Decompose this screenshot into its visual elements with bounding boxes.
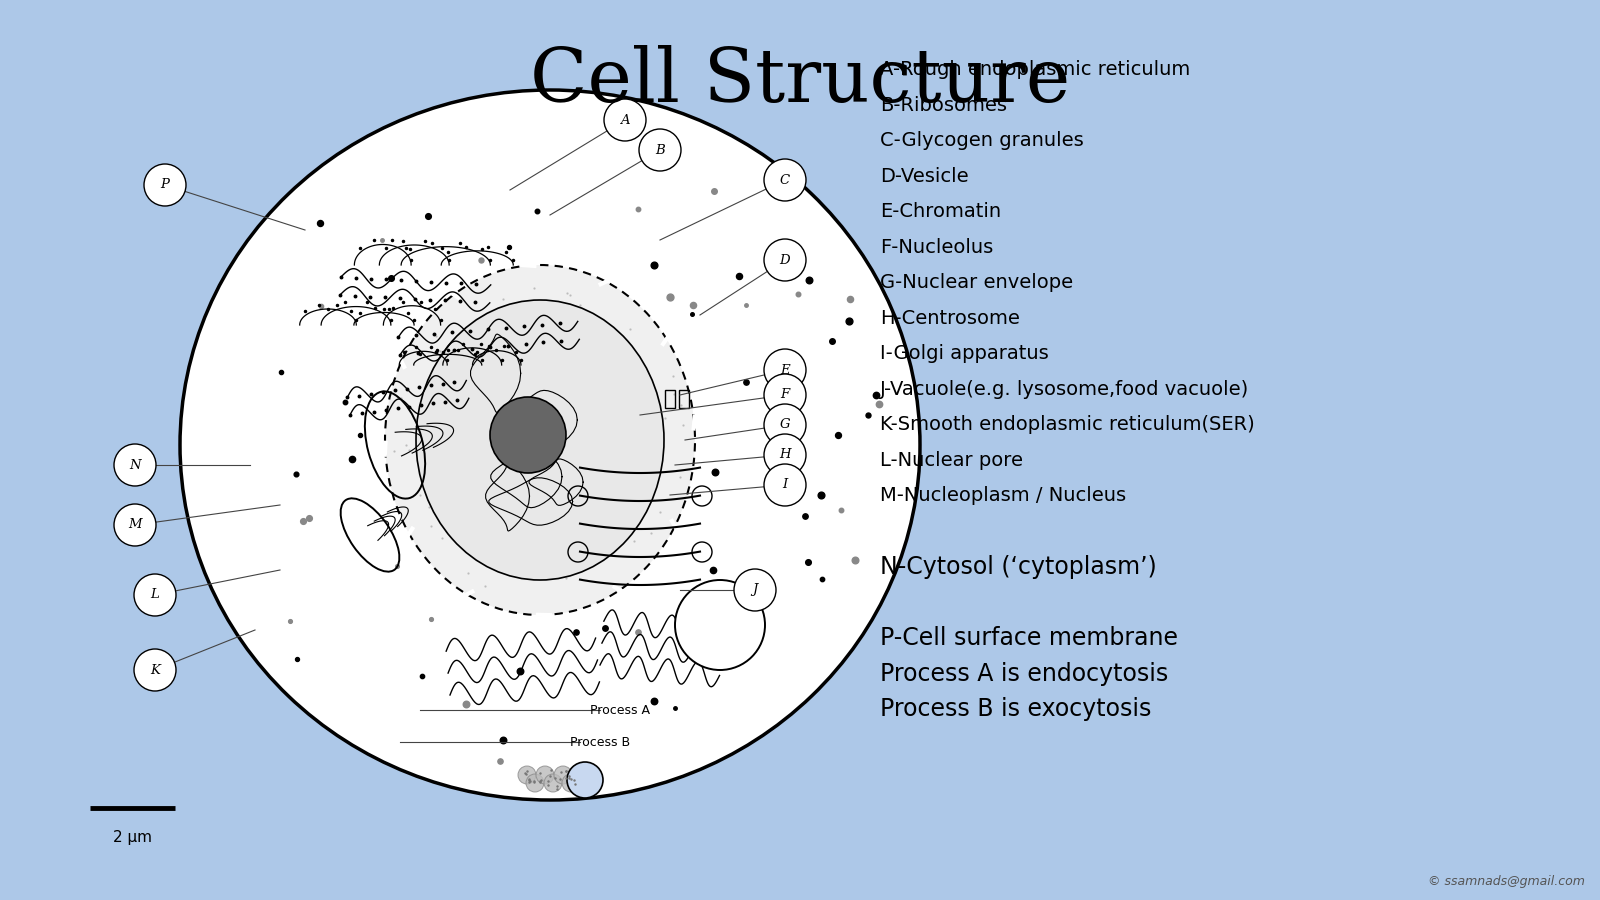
Circle shape	[765, 349, 806, 391]
Circle shape	[675, 580, 765, 670]
Text: Cell Structure: Cell Structure	[530, 45, 1070, 118]
Text: G-Nuclear envelope: G-Nuclear envelope	[880, 274, 1074, 292]
Text: J-Vacuole(e.g. lysosome,food vacuole): J-Vacuole(e.g. lysosome,food vacuole)	[880, 380, 1250, 399]
Text: N: N	[130, 458, 141, 472]
Circle shape	[765, 239, 806, 281]
Text: E: E	[781, 364, 790, 376]
Circle shape	[114, 504, 157, 546]
Text: Process A: Process A	[590, 704, 650, 716]
Circle shape	[144, 164, 186, 206]
Text: A: A	[621, 113, 630, 127]
Circle shape	[734, 569, 776, 611]
Ellipse shape	[179, 90, 920, 800]
Circle shape	[566, 762, 603, 798]
Text: M-Nucleoplasm / Nucleus: M-Nucleoplasm / Nucleus	[880, 487, 1126, 506]
Text: L: L	[150, 589, 160, 601]
Circle shape	[765, 464, 806, 506]
Circle shape	[526, 774, 544, 792]
Text: P-Cell surface membrane: P-Cell surface membrane	[880, 626, 1178, 650]
Bar	[678, 390, 690, 408]
Circle shape	[765, 374, 806, 416]
Ellipse shape	[386, 265, 694, 615]
Text: B: B	[654, 143, 666, 157]
Circle shape	[544, 774, 562, 792]
Text: F: F	[781, 389, 790, 401]
Text: K: K	[150, 663, 160, 677]
Circle shape	[605, 99, 646, 141]
Circle shape	[536, 766, 554, 784]
Text: Process B is exocytosis: Process B is exocytosis	[880, 697, 1152, 721]
Circle shape	[518, 766, 536, 784]
Text: Process A is endocytosis: Process A is endocytosis	[880, 662, 1168, 686]
Circle shape	[134, 574, 176, 616]
Text: C-Glycogen granules: C-Glycogen granules	[880, 131, 1083, 150]
Text: P: P	[160, 178, 170, 192]
Text: 2 μm: 2 μm	[114, 830, 152, 845]
Text: Process B: Process B	[570, 735, 630, 749]
Text: B-Ribosomes: B-Ribosomes	[880, 96, 1006, 115]
Circle shape	[765, 434, 806, 476]
Circle shape	[114, 444, 157, 486]
Text: H: H	[779, 448, 790, 462]
Circle shape	[134, 649, 176, 691]
Text: D-Vesicle: D-Vesicle	[880, 167, 968, 186]
Text: E-Chromatin: E-Chromatin	[880, 202, 1002, 221]
Text: I: I	[782, 479, 787, 491]
Circle shape	[554, 766, 573, 784]
Ellipse shape	[416, 300, 664, 580]
Text: C: C	[779, 174, 790, 186]
Text: K-Smooth endoplasmic reticulum(SER): K-Smooth endoplasmic reticulum(SER)	[880, 416, 1254, 435]
Text: © ssamnads@gmail.com: © ssamnads@gmail.com	[1429, 875, 1586, 888]
Circle shape	[638, 129, 682, 171]
Circle shape	[562, 774, 581, 792]
Circle shape	[765, 404, 806, 446]
Text: G: G	[779, 418, 790, 431]
Text: D: D	[779, 254, 790, 266]
Circle shape	[490, 397, 566, 473]
Text: A-Rough endoplasmic reticulum: A-Rough endoplasmic reticulum	[880, 60, 1190, 79]
Text: N-Cytosol (‘cytoplasm’): N-Cytosol (‘cytoplasm’)	[880, 555, 1157, 579]
Circle shape	[765, 159, 806, 201]
Text: L-Nuclear pore: L-Nuclear pore	[880, 451, 1022, 470]
Bar	[666, 390, 675, 408]
Text: H-Centrosome: H-Centrosome	[880, 309, 1019, 328]
Text: F-Nucleolus: F-Nucleolus	[880, 238, 994, 257]
Text: I-Golgi apparatus: I-Golgi apparatus	[880, 345, 1048, 364]
Text: M: M	[128, 518, 142, 532]
Text: J: J	[752, 583, 758, 597]
